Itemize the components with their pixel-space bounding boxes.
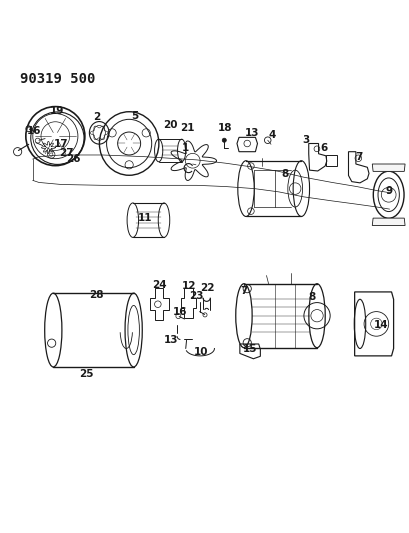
Text: 10: 10 — [193, 347, 208, 357]
Text: 2: 2 — [92, 112, 100, 122]
Polygon shape — [371, 218, 404, 225]
Text: 90319 500: 90319 500 — [20, 72, 96, 86]
Text: 17: 17 — [53, 139, 68, 149]
Text: 12: 12 — [181, 281, 196, 291]
Text: 13: 13 — [244, 128, 259, 138]
Text: 20: 20 — [162, 120, 177, 130]
Text: 23: 23 — [189, 291, 204, 301]
Text: 8: 8 — [281, 169, 288, 179]
Text: 6: 6 — [319, 143, 327, 152]
Text: 7: 7 — [354, 151, 362, 161]
Text: 22: 22 — [199, 283, 214, 293]
Text: 11: 11 — [138, 213, 153, 223]
Text: 16: 16 — [172, 308, 187, 318]
Text: 13: 13 — [164, 335, 178, 345]
Text: 28: 28 — [89, 290, 103, 300]
Text: 1: 1 — [181, 143, 189, 152]
Text: 4: 4 — [268, 130, 276, 140]
Text: 21: 21 — [180, 123, 195, 133]
Text: 15: 15 — [242, 343, 257, 353]
Text: 14: 14 — [373, 320, 388, 330]
Text: 7: 7 — [240, 286, 247, 296]
Text: 18: 18 — [217, 123, 231, 133]
Text: 8: 8 — [307, 292, 315, 302]
Text: 16: 16 — [26, 126, 41, 136]
Text: 19: 19 — [50, 106, 65, 116]
Text: 25: 25 — [79, 369, 93, 379]
Text: 3: 3 — [301, 135, 308, 145]
Polygon shape — [371, 164, 404, 172]
Text: 26: 26 — [65, 154, 80, 164]
Text: 24: 24 — [152, 280, 167, 290]
Text: 9: 9 — [385, 185, 392, 196]
Text: 27: 27 — [59, 148, 74, 158]
Text: 5: 5 — [131, 111, 139, 120]
Circle shape — [222, 138, 226, 142]
